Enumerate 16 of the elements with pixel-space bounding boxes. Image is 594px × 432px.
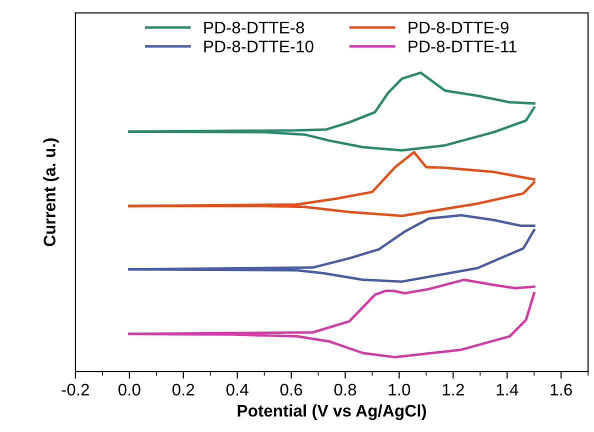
legend-label: PD-8-DTTE-10 bbox=[204, 40, 314, 52]
legend-label: PD-8-DTTE-8 bbox=[204, 22, 304, 34]
x-tick-label: 1.4 bbox=[496, 384, 518, 396]
x-tick-label: 0.0 bbox=[118, 384, 140, 396]
x-tick-label: 1.6 bbox=[550, 384, 572, 396]
x-tick-label: 0.4 bbox=[226, 384, 248, 396]
x-tick-label: 1.2 bbox=[442, 384, 464, 396]
x-tick-label: 0.2 bbox=[172, 384, 194, 396]
x-axis-title: Potential (V vs Ag/AgCl) bbox=[238, 404, 426, 420]
x-tick-label: -0.2 bbox=[62, 384, 89, 396]
y-axis-title: Current (a. u.) bbox=[43, 138, 59, 246]
legend-label: PD-8-DTTE-9 bbox=[408, 22, 508, 34]
x-tick-label: 1.0 bbox=[388, 384, 410, 396]
x-tick-label: 0.8 bbox=[334, 384, 356, 396]
x-tick-label: 0.6 bbox=[280, 384, 302, 396]
legend-label: PD-8-DTTE-11 bbox=[408, 40, 516, 52]
